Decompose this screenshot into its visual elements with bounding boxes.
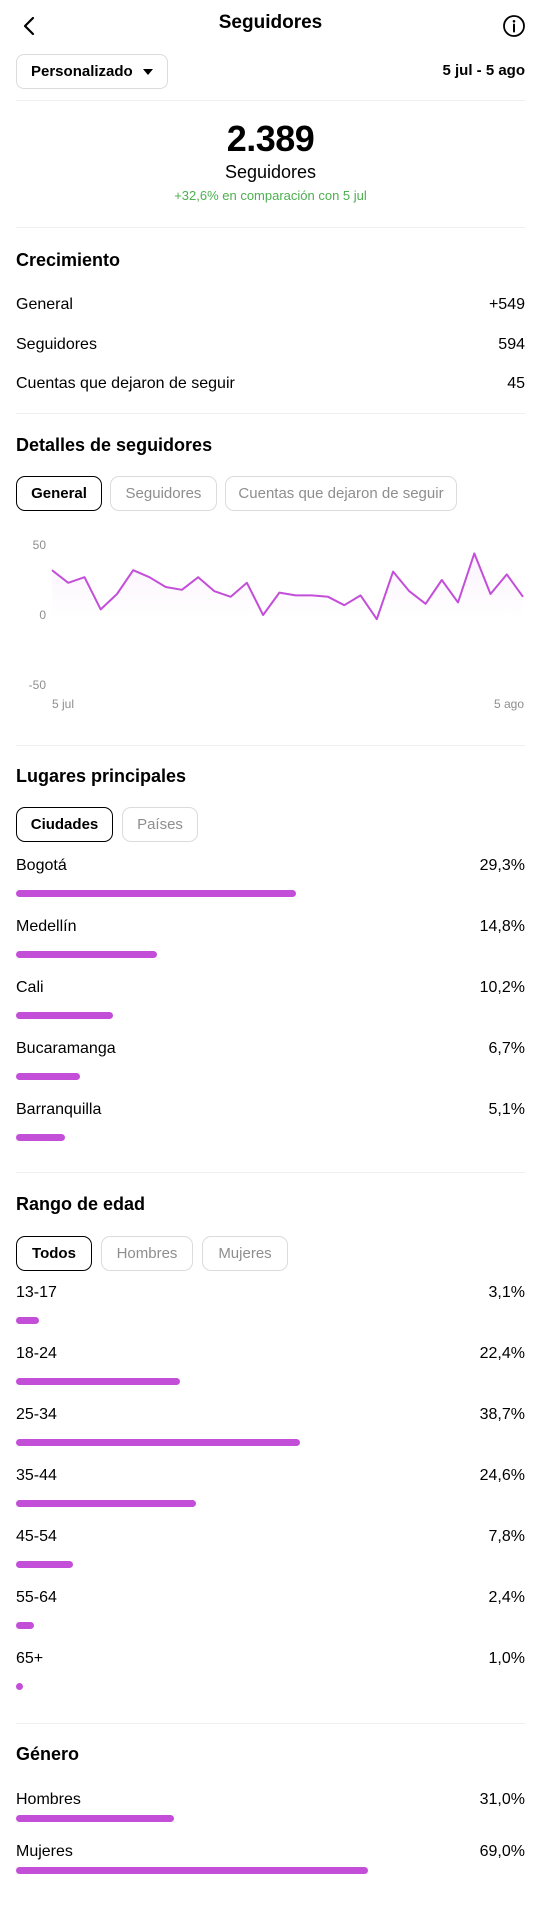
- info-button[interactable]: [500, 12, 528, 40]
- date-range: 5 jul - 5 ago: [442, 62, 525, 79]
- tab-general[interactable]: General: [16, 476, 102, 511]
- info-icon: [503, 15, 525, 37]
- tab-all[interactable]: Todos: [16, 1236, 92, 1271]
- growth-row-value: 45: [507, 375, 525, 392]
- place-label: Medellín: [16, 918, 77, 935]
- place-bar: [16, 1134, 65, 1141]
- period-dropdown[interactable]: Personalizado: [16, 54, 168, 89]
- caret-down-icon: [142, 68, 153, 75]
- age-range-value: 38,7%: [479, 1406, 525, 1423]
- place-value: 29,3%: [479, 857, 525, 874]
- place-bar: [16, 1073, 80, 1080]
- age-range-label: 25-34: [16, 1406, 57, 1423]
- gender-value: 31,0%: [479, 1791, 525, 1808]
- age-range-value: 1,0%: [488, 1650, 525, 1667]
- followers-comparison: +32,6% en comparación con 5 jul: [174, 188, 367, 203]
- page-title: Seguidores: [218, 12, 323, 33]
- details-title: Detalles de seguidores: [16, 435, 213, 455]
- age-range-label: 55-64: [16, 1589, 57, 1606]
- age-range-label: 18-24: [16, 1345, 57, 1362]
- place-value: 6,7%: [488, 1040, 525, 1057]
- age-range-value: 3,1%: [488, 1284, 525, 1301]
- growth-row-label: General: [16, 296, 73, 313]
- tab-unfollowers[interactable]: Cuentas que dejaron de seguir: [225, 476, 457, 511]
- age-range-bar: [16, 1500, 197, 1507]
- age-range-bar: [16, 1561, 74, 1568]
- followers-total: 2.389: [226, 118, 315, 159]
- place-value: 5,1%: [488, 1101, 525, 1118]
- chevron-left-icon: [23, 16, 35, 36]
- growth-row-value: +549: [488, 296, 525, 313]
- age-range-label: 13-17: [16, 1284, 57, 1301]
- divider: [16, 100, 525, 101]
- y-tick-label: 50: [33, 538, 47, 552]
- growth-row-label: Cuentas que dejaron de seguir: [16, 375, 235, 392]
- divider: [16, 1172, 525, 1173]
- place-value: 10,2%: [479, 979, 525, 996]
- place-label: Bogotá: [16, 857, 67, 874]
- place-bar: [16, 890, 296, 897]
- age-range-label: 35-44: [16, 1467, 57, 1484]
- back-button[interactable]: [16, 12, 44, 40]
- divider: [16, 227, 525, 228]
- gender-bar: [16, 1867, 368, 1874]
- age-range-label: 45-54: [16, 1528, 57, 1545]
- age-range-value: 7,8%: [488, 1528, 525, 1545]
- tab-followers[interactable]: Seguidores: [110, 476, 217, 511]
- growth-row-value: 594: [498, 336, 525, 353]
- place-label: Barranquilla: [16, 1101, 102, 1118]
- gender-label: Hombres: [16, 1791, 81, 1808]
- places-title: Lugares principales: [16, 766, 187, 786]
- gender-value: 69,0%: [479, 1843, 525, 1860]
- place-bar: [16, 951, 158, 958]
- period-dropdown-label: Personalizado: [31, 63, 133, 80]
- age-range-value: 2,4%: [488, 1589, 525, 1606]
- followers-line-chart: 50 0 -50 5 jul 5 ago: [29, 538, 525, 711]
- age-range-value: 24,6%: [479, 1467, 525, 1484]
- place-bar: [16, 1012, 114, 1019]
- age-range-bar: [16, 1378, 181, 1385]
- growth-row-label: Seguidores: [16, 336, 97, 353]
- age-range-label: 65+: [16, 1650, 44, 1667]
- tab-women[interactable]: Mujeres: [202, 1236, 288, 1271]
- x-start-label: 5 jul: [52, 697, 74, 711]
- divider: [16, 413, 525, 414]
- followers-label: Seguidores: [224, 162, 317, 182]
- age-title: Rango de edad: [16, 1194, 146, 1214]
- age-range-bar: [16, 1683, 24, 1690]
- tab-countries[interactable]: Países: [122, 807, 198, 842]
- tab-men[interactable]: Hombres: [101, 1236, 193, 1271]
- gender-title: Género: [16, 1744, 80, 1764]
- place-label: Cali: [16, 979, 44, 996]
- y-tick-label: 0: [39, 608, 46, 622]
- divider: [16, 745, 525, 746]
- tab-cities[interactable]: Ciudades: [16, 807, 113, 842]
- chart-area-fill: [52, 553, 523, 620]
- x-end-label: 5 ago: [494, 697, 524, 711]
- gender-label: Mujeres: [16, 1843, 73, 1860]
- age-range-value: 22,4%: [479, 1345, 525, 1362]
- place-value: 14,8%: [479, 918, 525, 935]
- age-range-bar: [16, 1317, 39, 1324]
- y-tick-label: -50: [29, 678, 47, 692]
- place-label: Bucaramanga: [16, 1040, 116, 1057]
- gender-bar: [16, 1815, 175, 1822]
- age-range-bar: [16, 1622, 34, 1629]
- growth-title: Crecimiento: [16, 250, 121, 270]
- divider: [16, 1723, 525, 1724]
- chart-series-line: [51, 552, 524, 621]
- age-range-bar: [16, 1439, 300, 1446]
